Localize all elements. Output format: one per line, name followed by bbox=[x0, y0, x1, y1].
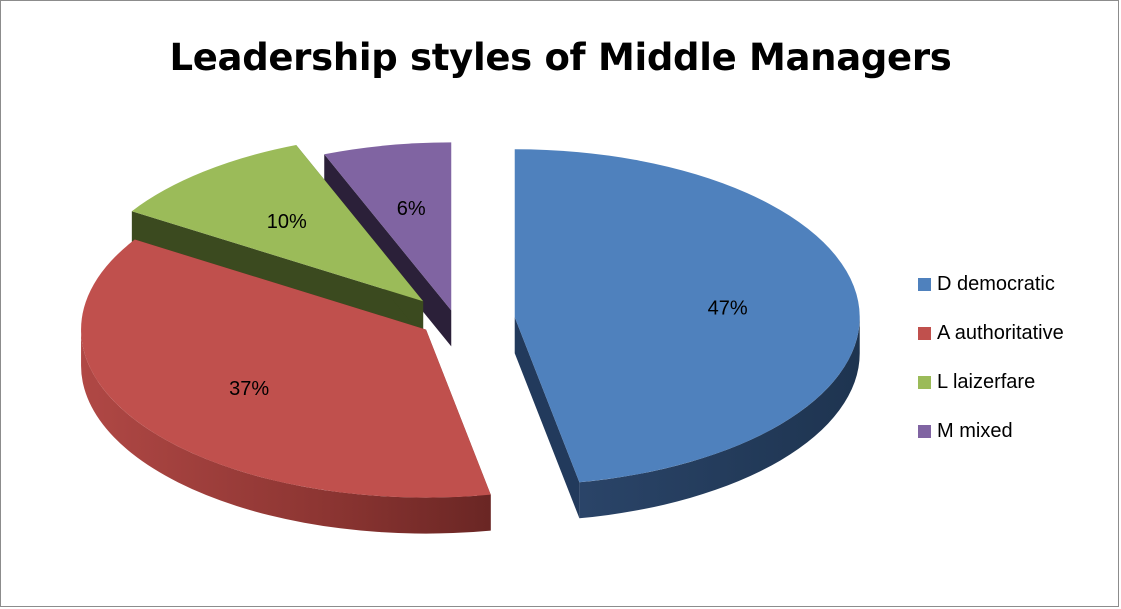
pie-slice-top bbox=[131, 145, 424, 302]
legend-item-democratic: D democratic bbox=[918, 260, 1064, 309]
data-label-laizerfare: 10% bbox=[267, 211, 307, 233]
legend-swatch bbox=[918, 327, 931, 340]
data-label-mixed: 6% bbox=[397, 198, 426, 220]
legend-label: A authoritative bbox=[937, 322, 1064, 344]
chart-title: Leadership styles of Middle Managers bbox=[169, 36, 952, 79]
legend-item-authoritative: A authoritative bbox=[918, 309, 1064, 358]
pie-slice-top bbox=[324, 142, 452, 311]
pie-slice-side bbox=[81, 329, 491, 534]
data-label-democratic: 47% bbox=[708, 297, 748, 319]
pie-slice-top bbox=[514, 149, 860, 483]
legend-label: D democratic bbox=[937, 273, 1055, 295]
pie-slice-laizerfare bbox=[131, 145, 424, 338]
legend-swatch bbox=[918, 376, 931, 389]
legend-swatch bbox=[918, 425, 931, 438]
pie-slice-democratic bbox=[514, 149, 860, 519]
legend-label: L laizerfare bbox=[937, 371, 1036, 393]
pie-slice-top bbox=[81, 239, 491, 498]
data-label-authoritative: 37% bbox=[229, 378, 269, 400]
legend-label: M mixed bbox=[937, 420, 1013, 442]
pie-slice-wall bbox=[514, 317, 580, 519]
legend-item-mixed: M mixed bbox=[918, 407, 1064, 456]
legend-swatch bbox=[918, 278, 931, 291]
pie-slice-authoritative bbox=[81, 239, 491, 534]
pie-slice-wall bbox=[131, 211, 424, 338]
legend-item-laizerfare: L laizerfare bbox=[918, 358, 1064, 407]
pie-slice-side bbox=[579, 317, 860, 519]
legend: D democratic A authoritative L laizerfare M… bbox=[918, 260, 1064, 456]
